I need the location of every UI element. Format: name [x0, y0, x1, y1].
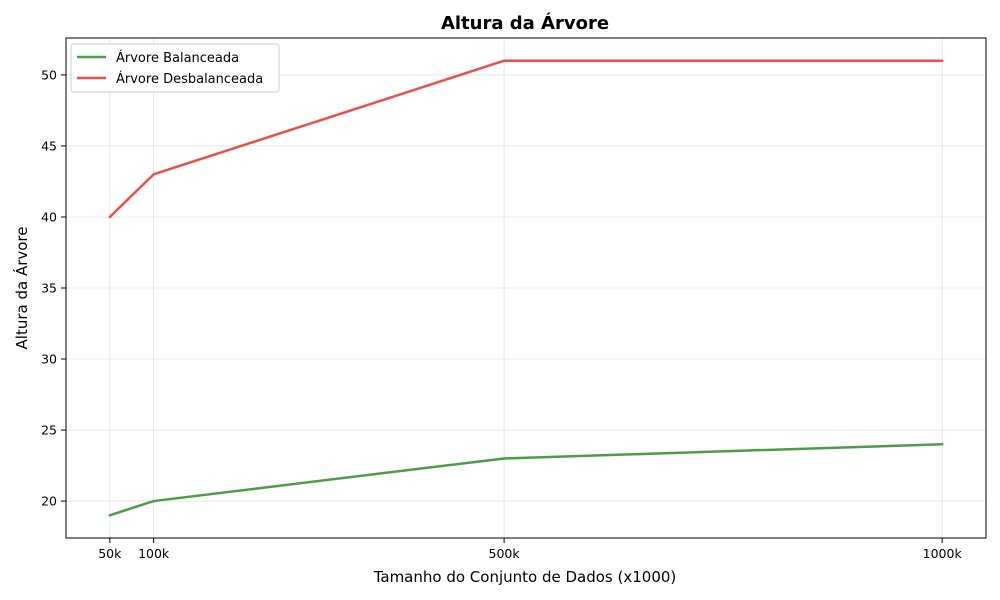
- x-tick-label: 1000k: [923, 546, 963, 561]
- legend-label-unbalanced: Árvore Desbalanceada: [116, 71, 263, 87]
- y-tick-label: 20: [41, 494, 57, 509]
- legend: Árvore Balanceada Árvore Desbalanceada: [70, 43, 280, 93]
- grid-layer: [66, 38, 986, 538]
- series-line-balanced: [108, 443, 944, 517]
- series-layer: [108, 59, 944, 517]
- x-tick-label: 100k: [138, 546, 170, 561]
- y-axis-label: Altura da Árvore: [12, 227, 31, 350]
- x-axis-label: Tamanho do Conjunto de Dados (x1000): [373, 568, 677, 586]
- y-tick-label: 35: [41, 281, 57, 296]
- y-tick-label: 50: [41, 67, 57, 82]
- y-tick-label: 40: [41, 209, 57, 224]
- series-line-unbalanced: [108, 59, 944, 219]
- legend-box: [70, 43, 280, 93]
- chart-title: Altura da Árvore: [441, 12, 609, 34]
- legend-label-balanced: Árvore Balanceada: [116, 50, 239, 66]
- x-tick-label: 500k: [489, 546, 521, 561]
- y-tick-label: 30: [41, 352, 57, 367]
- tick-layer: 50k 100k 500k 1000k 20 25 30 35 40 45 50: [41, 67, 962, 561]
- x-tick-label: 50k: [98, 546, 122, 561]
- y-tick-label: 25: [41, 423, 57, 438]
- y-tick-label: 45: [41, 138, 57, 153]
